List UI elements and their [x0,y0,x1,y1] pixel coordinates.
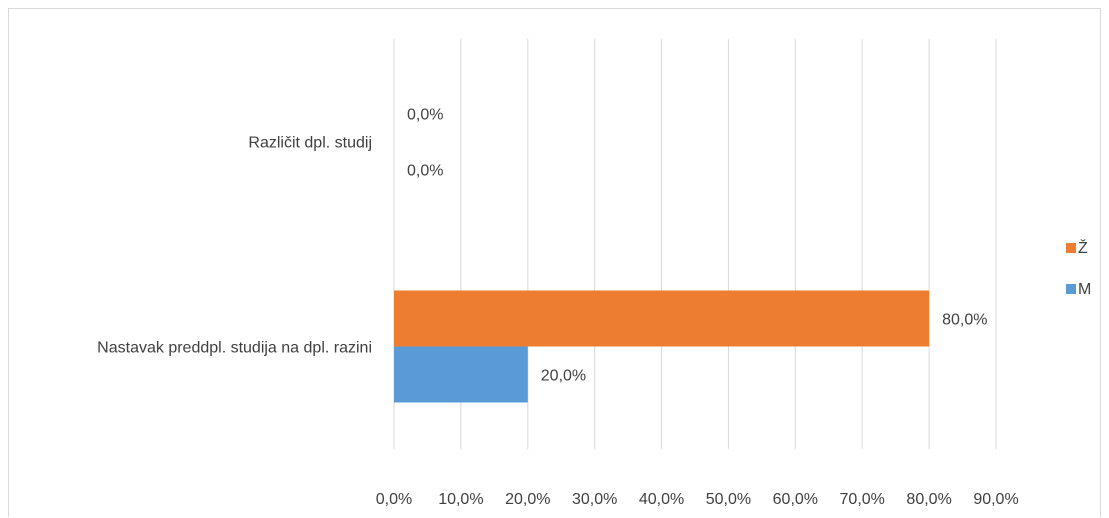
data-labels: 0,0% 0,0% 80,0% 20,0% [407,107,987,385]
legend-swatch-1 [1066,284,1076,294]
bars [394,290,930,403]
data-label-Ž-1: 80,0% [942,312,987,329]
data-label-M-0: 0,0% [407,163,443,180]
x-tick-label-8: 80,0% [906,491,951,508]
x-tick-label-7: 70,0% [840,491,885,508]
legend: ŽM [1066,238,1091,298]
x-tick-label-3: 30,0% [572,491,617,508]
x-axis-tick-labels: 0,0% 10,0% 20,0% 30,0% 40,0% 50,0% 60,0% 70,0% 8… [376,491,1019,508]
data-label-Ž-0: 0,0% [407,107,443,124]
bar-chart: 0,0% 0,0% 80,0% 20,0% Različit dpl. studij N… [97,39,1091,508]
gridlines [393,39,997,449]
legend-label-0: Ž [1078,238,1088,257]
bar-Ž-1 [394,290,930,347]
data-label-M-1: 20,0% [541,368,586,385]
legend-label-1: M [1078,281,1091,298]
x-tick-label-4: 40,0% [639,491,684,508]
category-label-0: Različit dpl. studij [248,135,372,152]
x-tick-label-1: 10,0% [438,491,483,508]
x-tick-label-0: 0,0% [376,491,412,508]
bar-M-1 [394,346,528,403]
x-tick-label-5: 50,0% [706,491,751,508]
x-tick-label-2: 20,0% [505,491,550,508]
legend-swatch-0 [1066,243,1076,253]
chart-frame: 0,0% 0,0% 80,0% 20,0% Različit dpl. studij N… [8,8,1101,517]
x-tick-label-9: 90,0% [973,491,1018,508]
x-tick-label-6: 60,0% [773,491,818,508]
category-labels: Različit dpl. studij Nastavak preddpl. st… [97,135,372,357]
category-label-1: Nastavak preddpl. studija na dpl. razini [97,340,372,357]
